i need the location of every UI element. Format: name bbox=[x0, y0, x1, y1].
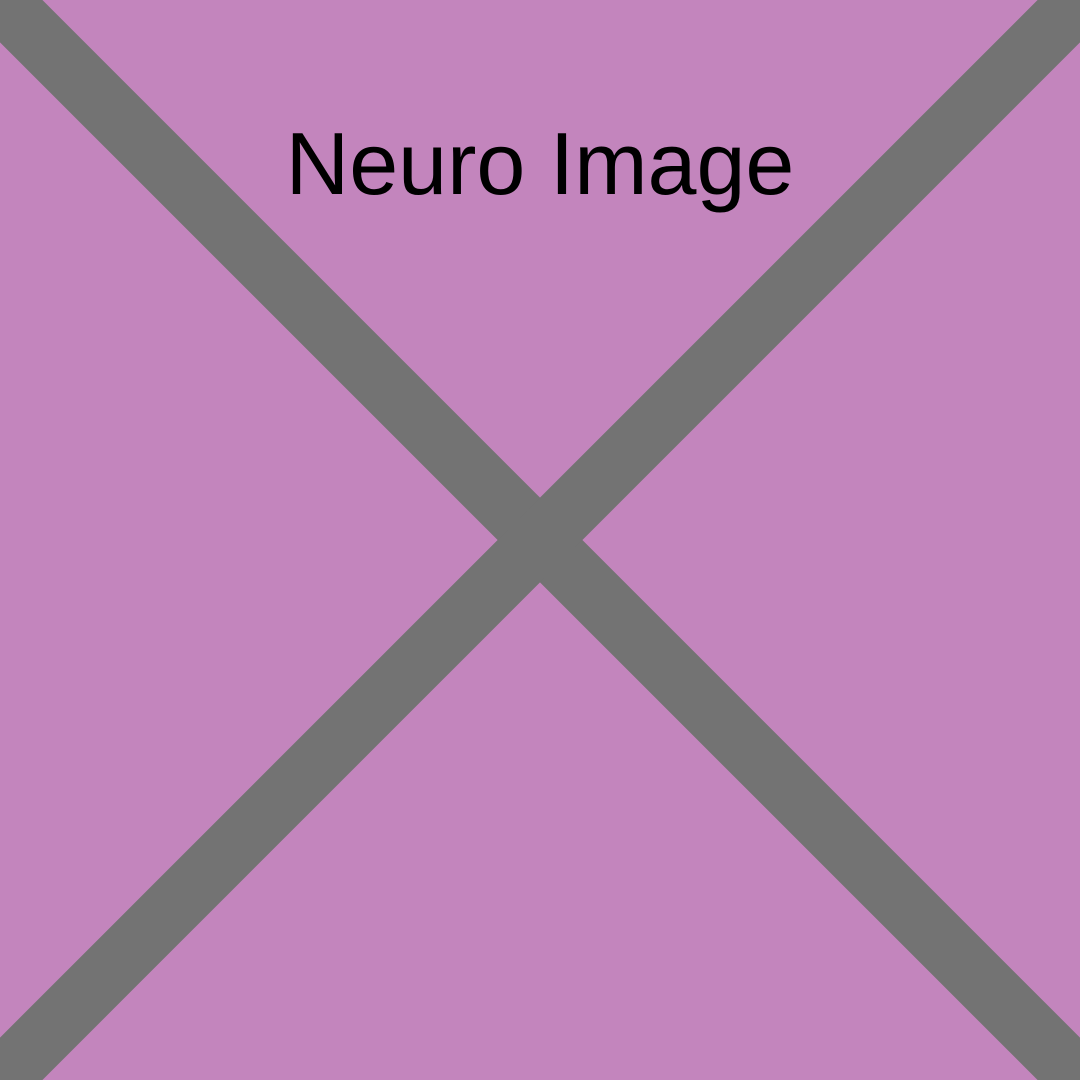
placeholder-label: Neuro Image bbox=[285, 114, 795, 213]
